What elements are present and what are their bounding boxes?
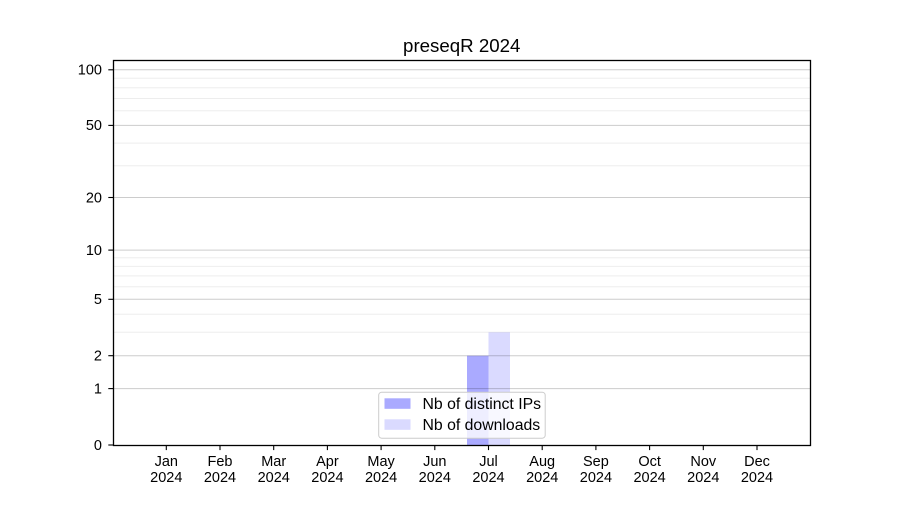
svg-text:Jul: Jul <box>479 454 498 470</box>
svg-text:2024: 2024 <box>258 470 290 486</box>
svg-text:Nb of distinct IPs: Nb of distinct IPs <box>423 396 542 413</box>
svg-text:2024: 2024 <box>150 470 182 486</box>
svg-text:Feb: Feb <box>208 454 233 470</box>
svg-text:Aug: Aug <box>529 454 555 470</box>
svg-text:2: 2 <box>94 349 102 365</box>
svg-text:Oct: Oct <box>638 454 661 470</box>
svg-text:2024: 2024 <box>687 470 719 486</box>
svg-text:2024: 2024 <box>472 470 504 486</box>
svg-text:2024: 2024 <box>311 470 343 486</box>
svg-text:2024: 2024 <box>204 470 236 486</box>
svg-text:2024: 2024 <box>741 470 773 486</box>
svg-text:Jun: Jun <box>423 454 446 470</box>
svg-text:10: 10 <box>86 243 102 259</box>
svg-text:20: 20 <box>86 190 102 206</box>
svg-text:2024: 2024 <box>580 470 612 486</box>
svg-text:preseqR 2024: preseqR 2024 <box>403 35 520 56</box>
svg-text:May: May <box>367 454 395 470</box>
svg-text:100: 100 <box>78 63 102 79</box>
svg-text:Mar: Mar <box>261 454 286 470</box>
svg-text:Nb of downloads: Nb of downloads <box>423 417 541 434</box>
svg-text:2024: 2024 <box>633 470 665 486</box>
svg-text:Dec: Dec <box>744 454 770 470</box>
svg-text:Nov: Nov <box>690 454 717 470</box>
svg-text:1: 1 <box>94 381 102 397</box>
svg-text:2024: 2024 <box>365 470 397 486</box>
svg-text:Sep: Sep <box>583 454 609 470</box>
svg-text:Apr: Apr <box>316 454 339 470</box>
svg-text:2024: 2024 <box>419 470 451 486</box>
svg-text:2024: 2024 <box>526 470 558 486</box>
svg-text:Jan: Jan <box>155 454 178 470</box>
svg-text:0: 0 <box>94 438 102 454</box>
svg-text:50: 50 <box>86 118 102 134</box>
svg-text:5: 5 <box>94 292 102 308</box>
